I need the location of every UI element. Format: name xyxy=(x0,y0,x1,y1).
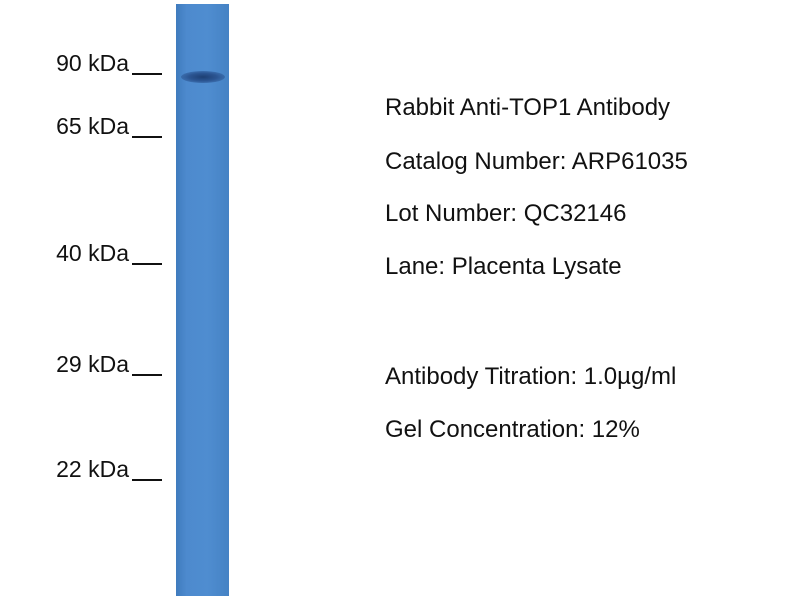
marker-tick xyxy=(132,479,162,481)
protein-band xyxy=(181,71,225,83)
marker-label: 29 kDa xyxy=(56,351,129,377)
marker-label: 22 kDa xyxy=(56,456,129,482)
lot-number: Lot Number: QC32146 xyxy=(385,200,627,227)
antibody-name: Rabbit Anti-TOP1 Antibody xyxy=(385,94,671,121)
marker-tick xyxy=(132,136,162,138)
catalog-number: Catalog Number: ARP61035 xyxy=(385,148,688,175)
marker-label: 65 kDa xyxy=(56,113,129,139)
marker-65: 65 kDa xyxy=(0,113,162,141)
marker-40: 40 kDa xyxy=(0,240,162,268)
marker-22: 22 kDa xyxy=(0,456,162,484)
lane-description: Lane: Placenta Lysate xyxy=(385,253,622,280)
antibody-titration: Antibody Titration: 1.0µg/ml xyxy=(385,363,677,390)
marker-tick xyxy=(132,73,162,75)
marker-tick xyxy=(132,374,162,376)
marker-label: 40 kDa xyxy=(56,240,129,266)
blot-lane xyxy=(176,4,229,596)
marker-tick xyxy=(132,263,162,265)
marker-label: 90 kDa xyxy=(56,50,129,76)
marker-29: 29 kDa xyxy=(0,351,162,379)
marker-90: 90 kDa xyxy=(0,50,162,78)
gel-concentration: Gel Concentration: 12% xyxy=(385,416,640,443)
